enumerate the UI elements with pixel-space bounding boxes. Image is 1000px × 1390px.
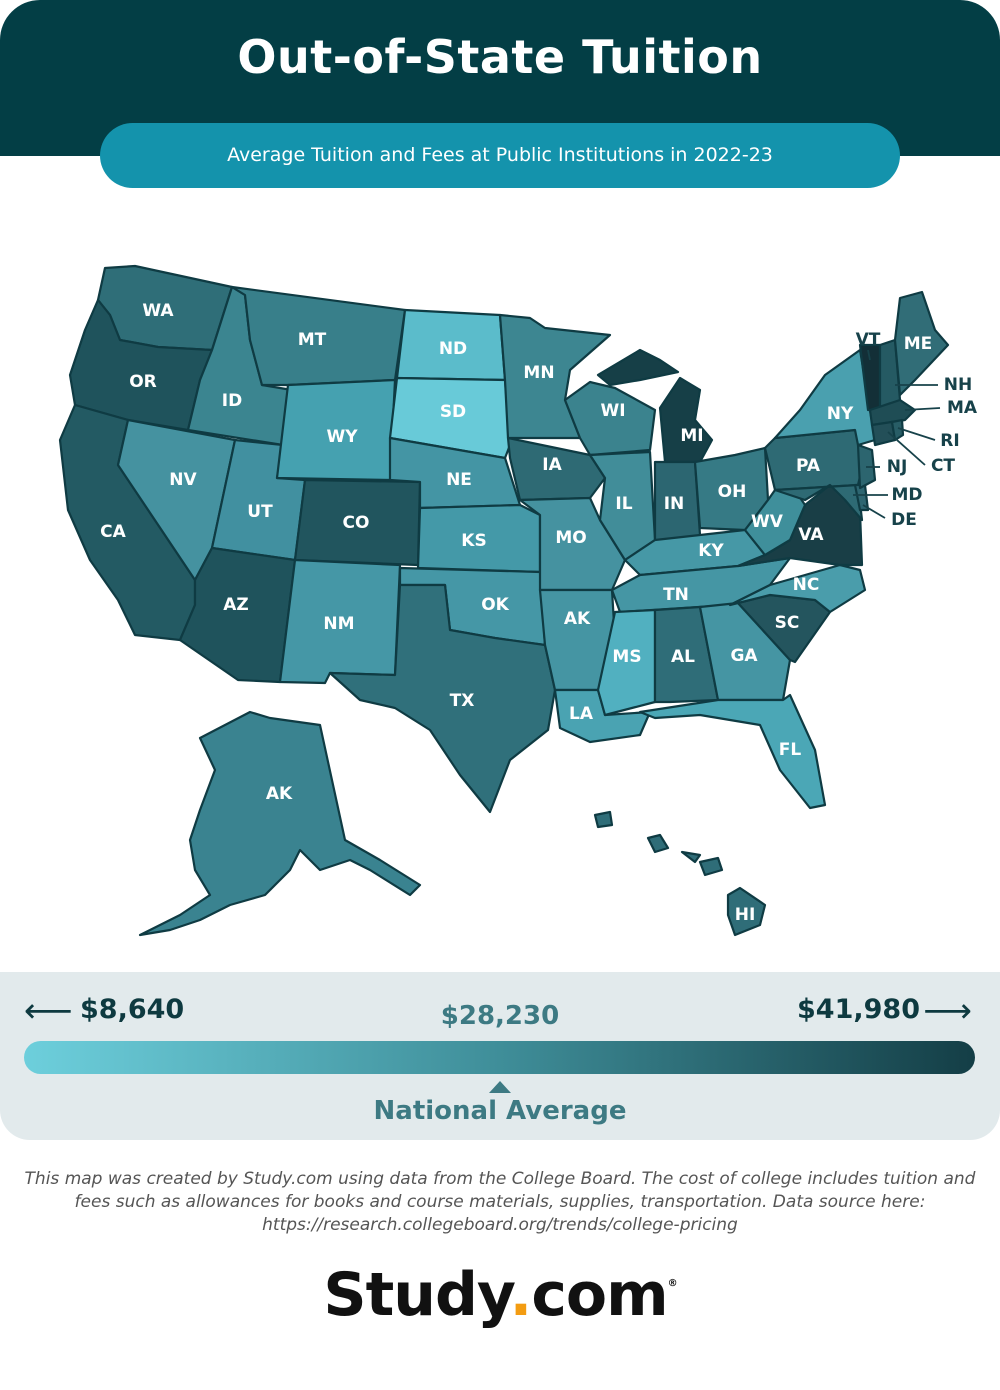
state-mn xyxy=(498,313,612,440)
label-ri: RI xyxy=(940,431,959,451)
state-me xyxy=(893,290,950,397)
state-fl xyxy=(638,693,827,810)
label-la: LA xyxy=(569,704,594,724)
label-wy: WY xyxy=(326,427,358,447)
label-ms: MS xyxy=(612,647,641,667)
label-mo: MO xyxy=(555,528,586,548)
label-pa: PA xyxy=(796,456,821,476)
state-sd xyxy=(388,376,512,460)
label-mn: MN xyxy=(523,363,554,383)
arrow-right-icon: ⟶ xyxy=(923,991,972,1031)
state-tx xyxy=(328,583,557,814)
label-sd: SD xyxy=(440,402,466,422)
state-alaska xyxy=(138,710,422,937)
label-wa: WA xyxy=(142,301,174,321)
arrow-left-icon: ⟵ xyxy=(24,991,73,1031)
label-ok: OK xyxy=(481,595,509,615)
label-tn: TN xyxy=(663,585,689,605)
label-sc: SC xyxy=(775,613,800,633)
state-al xyxy=(653,605,720,704)
label-hi: HI xyxy=(735,905,756,925)
label-fl: FL xyxy=(779,740,802,760)
label-ne: NE xyxy=(446,470,472,490)
state-ny xyxy=(773,348,877,447)
label-nd: ND xyxy=(439,339,467,359)
label-mi: MI xyxy=(680,426,703,446)
label-md: MD xyxy=(891,485,922,505)
label-tx: TX xyxy=(450,691,475,711)
label-ny: NY xyxy=(827,404,854,424)
label-ky: KY xyxy=(698,541,724,561)
label-ak: AK xyxy=(266,784,293,804)
study-logo: Study.com® xyxy=(0,1260,1000,1330)
legend-average-value: $28,230 xyxy=(440,1001,560,1031)
label-az: AZ xyxy=(223,595,248,615)
label-wv: WV xyxy=(751,512,784,532)
label-de: DE xyxy=(891,510,917,530)
label-mt: MT xyxy=(298,330,327,350)
legend: ⟵ $8,640 $28,230 $41,980 ⟶ National Aver… xyxy=(0,972,1000,1140)
label-or: OR xyxy=(129,372,157,392)
label-il: IL xyxy=(615,494,632,514)
us-map: WA OR CA ID MT NV UT WY AZ CO NM ND SD N… xyxy=(58,264,978,937)
label-nc: NC xyxy=(793,575,820,595)
footnote: This map was created by Study.com using … xyxy=(24,1169,976,1235)
average-marker-icon xyxy=(489,1081,511,1093)
label-id: ID xyxy=(222,391,242,411)
page-title: Out-of-State Tuition xyxy=(237,30,763,84)
label-ks: KS xyxy=(461,531,486,551)
label-ia: IA xyxy=(542,455,562,475)
legend-gradient-bar xyxy=(24,1041,975,1074)
logo-part2: com xyxy=(531,1260,668,1330)
label-vt: VT xyxy=(856,330,881,350)
label-ut: UT xyxy=(247,502,273,522)
label-nm: NM xyxy=(323,614,354,634)
state-nc xyxy=(728,563,867,614)
label-nj: NJ xyxy=(887,457,908,477)
label-wi: WI xyxy=(600,401,625,421)
label-ga: GA xyxy=(730,646,758,666)
logo-part1: Study xyxy=(323,1260,510,1330)
state-ri xyxy=(890,418,905,442)
state-mo xyxy=(518,496,627,592)
logo-registered-mark: ® xyxy=(667,1278,678,1289)
label-ar: AK xyxy=(564,609,591,629)
legend-max: $41,980 xyxy=(797,994,920,1025)
subtitle-pill: Average Tuition and Fees at Public Insti… xyxy=(100,123,900,188)
label-nh: NH xyxy=(944,375,972,395)
legend-average-label: National Average xyxy=(373,1096,627,1126)
state-hi xyxy=(593,810,767,937)
label-me: ME xyxy=(904,334,933,354)
label-ca: CA xyxy=(100,522,126,542)
state-ms xyxy=(596,608,657,717)
label-in: IN xyxy=(664,494,685,514)
label-oh: OH xyxy=(718,482,747,502)
label-ct: CT xyxy=(931,456,955,476)
page-subtitle: Average Tuition and Fees at Public Insti… xyxy=(227,144,773,166)
label-ma: MA xyxy=(947,398,978,418)
label-al: AL xyxy=(671,647,695,667)
label-nv: NV xyxy=(169,470,197,490)
logo-dot: . xyxy=(509,1260,533,1330)
label-co: CO xyxy=(343,513,370,533)
leader-lines xyxy=(853,349,941,519)
state-ma xyxy=(868,398,917,427)
legend-min: $8,640 xyxy=(80,994,185,1025)
label-va: VA xyxy=(798,525,824,545)
state-wi xyxy=(563,380,657,457)
